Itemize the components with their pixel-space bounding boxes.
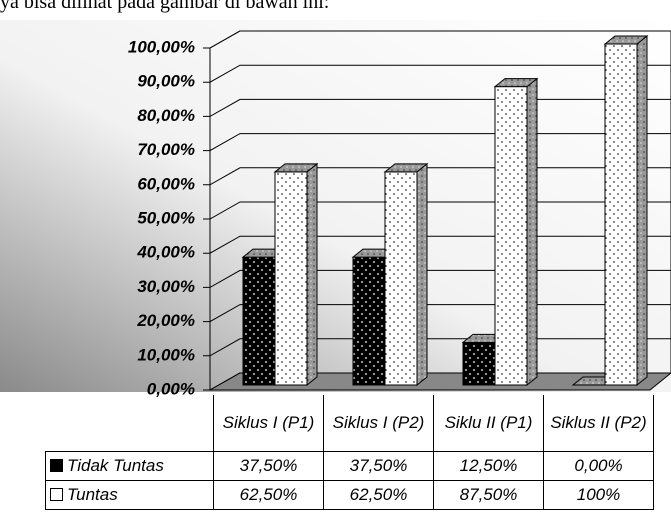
floor <box>208 372 671 391</box>
category-label: Siklu II (P1) <box>433 395 544 452</box>
grid-line <box>203 133 671 152</box>
bar-side <box>636 34 648 387</box>
bar <box>273 162 319 387</box>
table-corner <box>45 395 214 452</box>
value-label: 87,50% <box>433 480 544 510</box>
category-label: Siklus II (P2) <box>543 395 654 452</box>
bar-top <box>273 163 319 173</box>
y-tick-label: 90,00% <box>137 72 195 91</box>
legend-swatch <box>50 459 63 472</box>
bar-top <box>493 78 539 88</box>
grid-line <box>203 98 671 117</box>
y-tick-label: 40,00% <box>136 243 195 262</box>
table-row: Tidak Tuntas 37,50% 37,50% 12,50% 0,00% <box>45 451 654 481</box>
grid-line <box>203 30 671 49</box>
grid-line <box>203 201 671 220</box>
bar <box>493 77 539 387</box>
grid-line <box>203 235 671 254</box>
category-label: Siklus I (P1) <box>213 395 324 452</box>
bar <box>603 34 649 387</box>
y-tick-label: 0,00% <box>147 379 195 398</box>
y-tick-label: 70,00% <box>137 140 195 159</box>
legend-entry: Tidak Tuntas <box>45 451 214 481</box>
legend-label: Tuntas <box>67 485 118 504</box>
value-label: 62,50% <box>323 480 434 510</box>
value-label: 62,50% <box>213 480 324 510</box>
bar-front <box>274 171 308 386</box>
bar-front <box>494 86 528 386</box>
bar-side <box>306 162 318 387</box>
grid-line <box>203 269 671 288</box>
table-row: Tuntas 62,50% 62,50% 87,50% 100% <box>45 480 654 510</box>
bar-front <box>352 256 386 386</box>
y-tick-label: 30,00% <box>137 277 195 296</box>
y-tick-label: 10,00% <box>137 345 195 364</box>
bar-side <box>416 162 428 387</box>
caption: ya bisa dilihat pada gambar di bawah ini… <box>0 0 330 13</box>
y-tick-label: 20,00% <box>136 311 195 330</box>
grid-line <box>203 64 671 83</box>
bar-top <box>383 163 429 173</box>
grid-line <box>203 338 671 357</box>
table-row: Siklus I (P1) Siklus I (P2) Siklu II (P1) S… <box>45 395 654 452</box>
bar-front <box>604 43 638 386</box>
value-label: 37,50% <box>213 451 324 481</box>
bar <box>383 162 429 387</box>
value-label: 37,50% <box>323 451 434 481</box>
category-label: Siklus I (P2) <box>323 395 434 452</box>
value-label: 0,00% <box>543 451 654 481</box>
y-tick-label: 60,00% <box>137 174 195 193</box>
bar-front <box>384 171 418 386</box>
legend-swatch <box>50 488 63 501</box>
y-tick-label: 80,00% <box>137 106 195 125</box>
y-tick-label: 50,00% <box>137 208 195 227</box>
bar-side <box>526 77 538 387</box>
value-label: 100% <box>543 480 654 510</box>
legend-label: Tidak Tuntas <box>67 456 164 475</box>
grid-line <box>203 304 671 323</box>
grid-line <box>203 167 671 186</box>
y-tick-label: 100,00% <box>128 37 195 56</box>
value-label: 12,50% <box>433 451 544 481</box>
data-table: Siklus I (P1) Siklus I (P2) Siklu II (P1) S… <box>45 395 654 510</box>
bar-front <box>242 256 276 386</box>
legend-entry: Tuntas <box>45 480 214 510</box>
bar-front <box>462 341 496 386</box>
background <box>0 20 671 392</box>
bar-top <box>603 35 649 45</box>
